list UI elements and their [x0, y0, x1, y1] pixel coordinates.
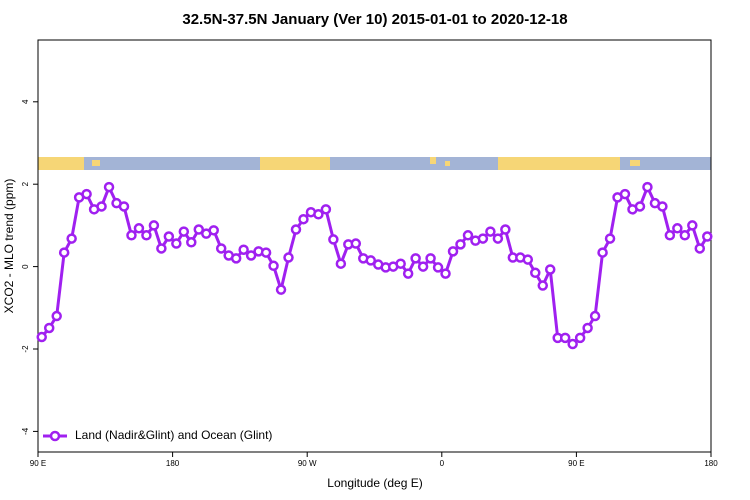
data-point — [268, 260, 279, 272]
x-tick-label: 90 W — [298, 459, 317, 468]
data-point — [156, 243, 167, 254]
data-point — [230, 253, 242, 264]
data-point — [432, 262, 444, 273]
data-point — [260, 247, 272, 258]
data-point — [118, 201, 130, 212]
data-point — [298, 213, 309, 225]
data-point — [186, 237, 197, 248]
y-tick-label: -4 — [21, 427, 30, 435]
data-point — [335, 258, 347, 269]
data-point — [702, 231, 713, 242]
data-point — [320, 204, 332, 215]
data-point — [567, 338, 578, 350]
x-tick-label: 180 — [704, 459, 718, 468]
data-point — [245, 250, 257, 261]
x-tick-label: 90 E — [568, 459, 584, 468]
data-point — [664, 230, 676, 241]
data-point — [634, 201, 646, 212]
data-point — [582, 322, 593, 334]
data-point — [328, 234, 339, 245]
y-axis-label: XCO2 - MLO trend (ppm) — [2, 179, 16, 314]
data-point — [290, 224, 302, 235]
x-tick-label: 90 E — [30, 459, 46, 468]
data-point — [58, 247, 70, 258]
data-point — [672, 223, 683, 234]
data-point — [178, 226, 190, 237]
data-point — [619, 188, 631, 200]
data-point — [163, 231, 175, 242]
data-point — [215, 243, 227, 254]
data-point — [96, 201, 107, 212]
data-point — [402, 268, 414, 279]
chart-title: 32.5N-37.5N January (Ver 10) 2015-01-01 … — [182, 11, 567, 28]
data-point — [462, 230, 474, 241]
data-point — [492, 233, 504, 244]
x-tick-label: 180 — [166, 459, 180, 468]
data-point — [81, 188, 92, 200]
data-point — [544, 264, 556, 275]
data-point — [43, 322, 55, 334]
plot-frame — [37, 39, 712, 453]
data-point — [141, 230, 152, 241]
data-point — [642, 181, 653, 193]
data-point — [126, 230, 137, 241]
data-point — [447, 246, 459, 257]
data-point — [679, 230, 691, 241]
data-point — [559, 332, 571, 344]
data-point — [425, 253, 436, 264]
data-point — [171, 238, 182, 249]
data-point — [537, 280, 548, 291]
data-point — [694, 243, 706, 254]
data-point — [365, 255, 377, 266]
data-point — [417, 261, 429, 272]
data-point — [589, 310, 601, 322]
data-point — [500, 224, 511, 235]
data-point — [477, 233, 489, 244]
data-point — [485, 226, 496, 237]
data-point — [687, 220, 698, 231]
data-point — [283, 252, 294, 263]
data-point — [395, 258, 406, 269]
data-point — [313, 209, 324, 220]
data-point — [574, 332, 586, 344]
legend-label: Land (Nadir&Glint) and Ocean (Glint) — [75, 428, 272, 442]
data-point — [238, 244, 249, 255]
data-point — [530, 267, 541, 279]
y-tick-label: 2 — [21, 181, 30, 186]
data-point — [350, 238, 362, 249]
data-point — [36, 331, 47, 343]
y-tick-label: 0 — [21, 264, 30, 269]
y-tick-label: 4 — [21, 99, 30, 104]
x-axis-label: Longitude (deg E) — [327, 476, 422, 490]
x-tick-label: 0 — [440, 459, 445, 468]
data-point — [148, 220, 160, 231]
data-point — [66, 233, 77, 244]
data-point — [208, 225, 219, 236]
data-point — [51, 310, 62, 322]
data-point — [133, 223, 145, 234]
data-point — [522, 254, 534, 265]
data-point — [193, 224, 205, 235]
data-point — [440, 268, 451, 279]
data-point — [455, 239, 466, 250]
data-point — [604, 233, 616, 244]
data-point — [275, 284, 287, 295]
data-point — [657, 201, 668, 212]
data-point — [103, 181, 115, 193]
legend-marker — [49, 430, 61, 442]
data-point — [410, 253, 421, 264]
y-tick-label: -2 — [21, 345, 30, 353]
data-point — [597, 247, 608, 258]
land-ocean-band — [38, 157, 711, 170]
